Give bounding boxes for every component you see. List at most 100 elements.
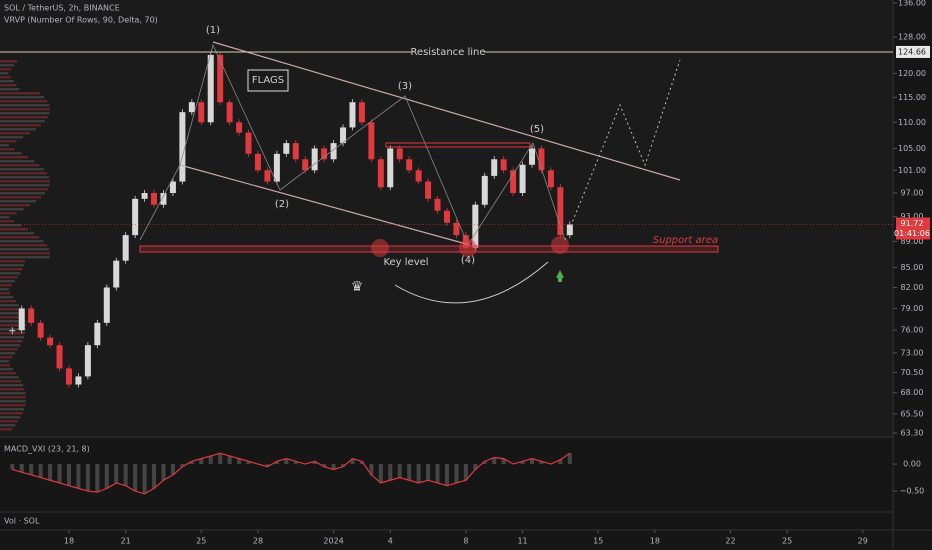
y-tick-label: 68.00	[901, 388, 924, 397]
profile-bar	[0, 384, 24, 387]
profile-bar	[0, 184, 50, 187]
y-tick-label: 89.00	[901, 237, 924, 246]
profile-bar	[0, 96, 45, 99]
flags-box	[247, 69, 289, 92]
profile-bar	[0, 296, 14, 299]
macd-hist	[369, 464, 374, 475]
candle	[28, 308, 35, 323]
trendline	[212, 41, 681, 181]
profile-bar	[0, 260, 26, 263]
macd-hist	[104, 464, 109, 489]
macd-hist	[274, 461, 279, 465]
macd-hist	[95, 464, 100, 493]
macd-hist	[48, 464, 53, 481]
macd-title: MACD_VXI (23, 21, 8)	[4, 445, 90, 454]
macd-hist	[539, 461, 544, 465]
profile-bar	[0, 376, 19, 379]
marker	[459, 239, 477, 257]
macd-hist	[237, 458, 242, 465]
y-tick-label: 120.00	[898, 69, 926, 78]
macd-hist	[76, 464, 81, 489]
candle	[472, 204, 479, 248]
price-tag-label: 124.66	[898, 47, 926, 56]
candle	[273, 153, 280, 182]
candle	[330, 143, 337, 160]
y-tick-label: 76.00	[901, 326, 924, 335]
profile-bar	[0, 352, 16, 355]
x-tick-label: 4	[388, 537, 393, 546]
profile-bar	[0, 412, 23, 415]
candle	[37, 322, 44, 338]
macd-hist	[199, 458, 204, 465]
profile-bar	[0, 68, 12, 71]
profile-bar	[0, 64, 15, 67]
profile-bar	[0, 88, 20, 91]
profile-bar	[0, 180, 50, 183]
candle	[179, 112, 186, 182]
profile-bar	[0, 140, 17, 143]
candle	[481, 175, 488, 205]
profile-bar	[0, 300, 17, 303]
y-tick-label: 85.00	[901, 263, 924, 272]
candle	[500, 159, 507, 171]
candle	[321, 148, 328, 160]
candle	[217, 54, 224, 103]
profile-bar	[0, 76, 11, 79]
candle	[113, 260, 120, 288]
macd-hist	[341, 464, 346, 467]
profile-bar	[0, 264, 24, 267]
macd-hist	[38, 464, 43, 478]
macd-hist	[180, 464, 185, 467]
profile-bar	[0, 372, 17, 375]
candle	[547, 170, 554, 188]
macd-hist	[501, 458, 506, 465]
profile-bar	[0, 128, 36, 131]
macd-hist	[170, 464, 175, 475]
profile-bar	[0, 272, 21, 275]
candle	[141, 193, 148, 199]
profile-bar	[0, 392, 26, 395]
profile-bar	[0, 400, 26, 403]
candle	[415, 170, 422, 182]
profile-bar	[0, 388, 25, 391]
x-tick-label: 2024	[323, 537, 343, 546]
y-tick-label: 97.00	[901, 189, 924, 198]
macd-hist	[492, 457, 497, 465]
macd-hist	[133, 464, 138, 492]
y-tick-label: 82.00	[901, 283, 924, 292]
macd-hist	[530, 458, 535, 465]
annotation: (3)	[398, 81, 412, 92]
profile-bar	[0, 240, 44, 243]
profile-bar	[0, 356, 13, 359]
candle	[387, 148, 394, 188]
candle	[349, 102, 356, 128]
profile-bar	[0, 340, 23, 343]
profile-bar	[0, 408, 25, 411]
candle	[406, 159, 413, 171]
projection	[564, 59, 681, 241]
profile-bar	[0, 308, 22, 311]
annotation: Support area	[653, 235, 718, 246]
profile-bar	[0, 208, 24, 211]
profile-bar	[0, 228, 28, 231]
profile-bar	[0, 188, 48, 191]
candle	[103, 287, 110, 323]
profile-bar	[0, 268, 23, 271]
up-arrow	[556, 270, 564, 282]
macd-hist	[227, 455, 232, 465]
profile-bar	[0, 288, 9, 291]
profile-bar	[0, 160, 35, 163]
macd-hist	[473, 464, 478, 470]
profile-bar	[0, 72, 9, 75]
profile-bar	[0, 316, 25, 319]
profile-bar	[0, 60, 18, 63]
profile-bar	[0, 404, 26, 407]
price-tag	[896, 217, 930, 240]
macd-hist	[284, 458, 289, 465]
profile-bar	[0, 196, 41, 199]
macd-tick-label: 0.00	[903, 460, 921, 469]
macd-hist	[322, 464, 327, 467]
y-tick-label: 105.00	[898, 144, 926, 153]
marker	[371, 239, 389, 257]
